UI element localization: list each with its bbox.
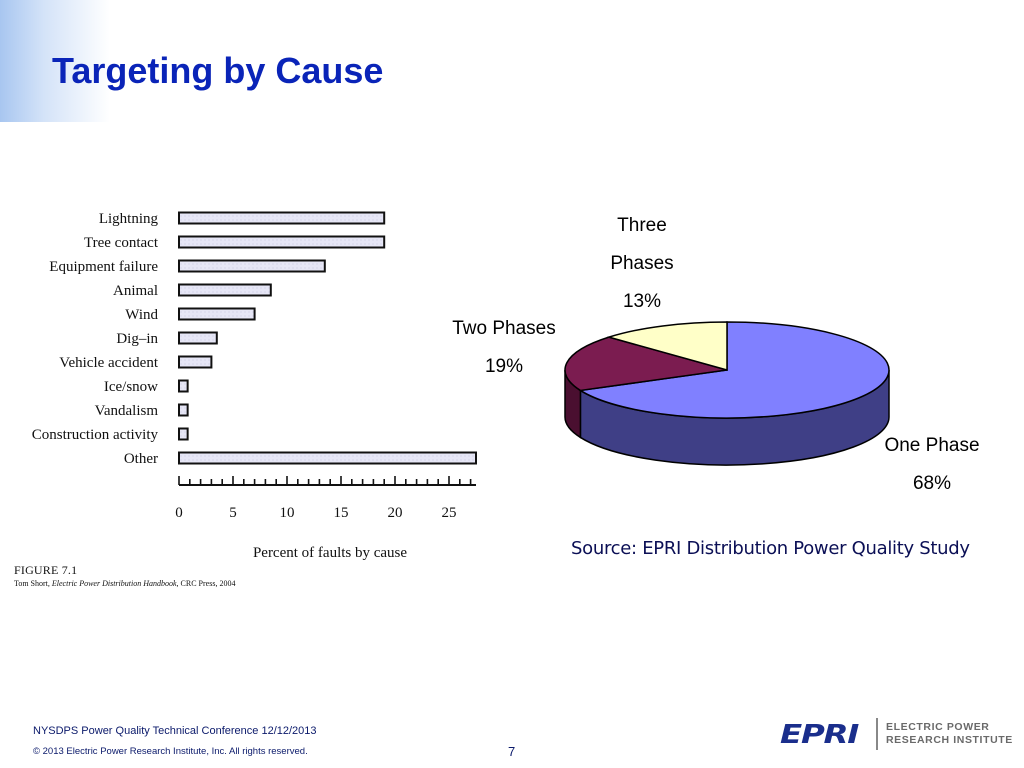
bar-category-label: Lightning	[99, 211, 159, 227]
logo-divider	[876, 718, 878, 750]
bar-category-label: Animal	[113, 283, 158, 299]
pie-slice-top	[564, 336, 728, 392]
phase-pie-chart	[564, 321, 890, 466]
logo-text-line2: RESEARCH INSTITUTE	[886, 734, 1013, 746]
figure-credit-rest: , CRC Press, 2004	[176, 579, 236, 588]
bar-category-label: Other	[124, 451, 158, 467]
bar-x-tick-label: 5	[229, 505, 237, 521]
fault-cause-bar-chart: Lightning Tree contact Equipment failure An…	[32, 211, 477, 561]
bar-category-label: Tree contact	[84, 235, 159, 251]
bar-category-label: Dig–in	[116, 331, 158, 347]
pie-label-one-pct: 68%	[912, 473, 952, 494]
bar-mark	[178, 427, 189, 441]
epri-logo-mark: EPRI	[780, 720, 859, 750]
bar-mark	[178, 259, 326, 273]
bar-x-tick-label: 15	[334, 505, 349, 521]
bar-mark	[178, 211, 386, 225]
bar-x-tick-label: 0	[175, 505, 183, 521]
bar-category-label: Vandalism	[95, 403, 159, 419]
epri-logo: EPRI ELECTRIC POWER RESEARCH INSTITUTE	[780, 716, 1012, 752]
logo-text-line1: ELECTRIC POWER	[886, 721, 990, 733]
pie-label-three-line1: Three	[617, 215, 667, 236]
bar-chart-x-axis-label: Percent of faults by cause	[253, 545, 407, 561]
pie-label-one-line1: One Phase	[884, 435, 980, 456]
footer-copyright: © 2013 Electric Power Research Institute…	[33, 746, 308, 757]
bar-mark	[178, 235, 386, 249]
logo-text: ELECTRIC POWER RESEARCH INSTITUTE	[886, 721, 1013, 747]
bar-mark	[178, 307, 256, 321]
bar-mark	[178, 379, 189, 393]
bar-mark	[178, 403, 189, 417]
bar-x-tick-label: 20	[388, 505, 403, 521]
bar-category-label: Construction activity	[32, 427, 159, 443]
bar-mark	[178, 331, 218, 345]
pie-slice-top	[606, 321, 728, 371]
bar-category-label: Wind	[125, 307, 158, 323]
bar-x-tick-label: 10	[280, 505, 295, 521]
figure-label: FIGURE 7.1	[14, 563, 78, 577]
slide-title: Targeting by Cause	[52, 50, 384, 91]
bar-category-label: Vehicle accident	[59, 355, 159, 371]
figure-credit-book: Electric Power Distribution Handbook	[51, 579, 177, 588]
pie-label-two-phases: Two Phases 19%	[440, 310, 568, 386]
pie-label-two-pct: 19%	[484, 356, 524, 377]
bar-mark	[178, 283, 272, 297]
pie-label-two-line1: Two Phases	[452, 318, 556, 339]
title-corner-gradient	[0, 0, 110, 122]
page-number: 7	[508, 744, 516, 759]
bar-x-tick-label: 25	[442, 505, 457, 521]
bar-category-label: Ice/snow	[104, 379, 158, 395]
bar-category-label: Equipment failure	[49, 259, 158, 275]
bar-mark	[178, 355, 213, 369]
footer-conference: NYSDPS Power Quality Technical Conferenc…	[33, 725, 317, 737]
pie-label-one-phase: One Phase 68%	[870, 427, 994, 503]
pie-label-three-line2: Phases	[610, 253, 674, 274]
source-note: Source: EPRI Distribution Power Quality …	[571, 538, 970, 559]
pie-label-three-pct: 13%	[622, 291, 662, 312]
pie-label-three-phases: Three Phases 13%	[600, 207, 684, 321]
bar-mark	[178, 451, 477, 465]
figure-caption: FIGURE 7.1 Tom Short, Electric Power Dis…	[14, 563, 235, 588]
figure-credit-author: Tom Short,	[14, 579, 52, 588]
figure-credit: Tom Short, Electric Power Distribution H…	[14, 579, 235, 588]
pie-slice-top	[578, 321, 890, 419]
